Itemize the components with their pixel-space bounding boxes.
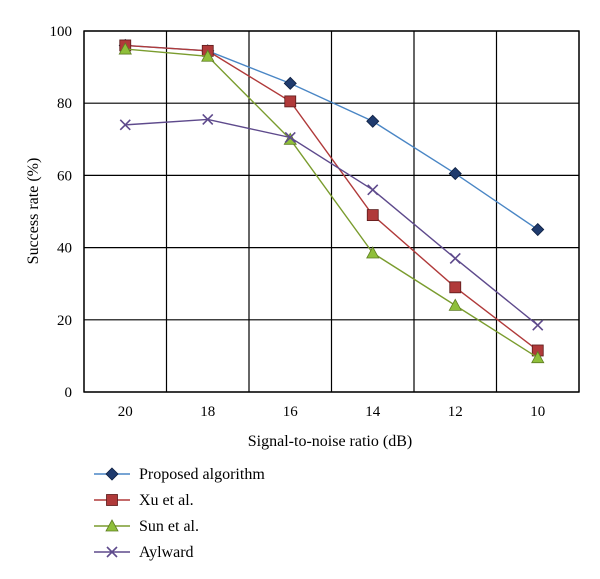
legend-marker: [106, 546, 118, 558]
legend-item: Aylward: [94, 544, 194, 561]
series-line: [125, 118, 539, 326]
x-axis-tick-labels: 20 18 16 14 12 10: [118, 404, 546, 420]
legend-item: Proposed algorithm: [94, 466, 265, 483]
y-tick-label: 40: [57, 241, 72, 257]
x-tick-label: 12: [448, 404, 463, 420]
legend-marker: [106, 494, 118, 506]
data-point: [366, 114, 380, 128]
series-4: [119, 113, 544, 331]
data-point: [118, 42, 132, 55]
x-tick-label: 10: [530, 404, 545, 420]
y-tick-label: 100: [50, 24, 73, 40]
y-tick-label: 80: [57, 96, 72, 112]
y-tick-label: 0: [65, 385, 73, 401]
series-3: [118, 42, 545, 364]
legend-item: Sun et al.: [94, 518, 199, 535]
data-point: [449, 252, 461, 264]
data-point: [449, 281, 462, 294]
legend: Proposed algorithm Xu et al. Sun et al. Ayl…: [94, 466, 265, 561]
y-axis-title: Success rate (%): [25, 158, 42, 265]
data-point: [119, 119, 131, 131]
data-point: [202, 113, 214, 126]
data-point: [448, 167, 462, 181]
x-tick-label: 14: [365, 404, 381, 420]
legend-label: Sun et al.: [139, 518, 199, 535]
data-point: [366, 209, 379, 222]
data-point: [531, 350, 545, 364]
y-tick-label: 60: [57, 168, 72, 184]
series-layer: [118, 38, 545, 364]
series-line: [125, 44, 539, 352]
legend-marker: [105, 467, 119, 481]
data-point: [531, 222, 545, 237]
x-tick-label: 16: [283, 404, 299, 420]
y-tick-label: 20: [57, 313, 72, 329]
plot-area: [83, 30, 580, 393]
legend-label: Aylward: [139, 544, 194, 561]
plot-border: [83, 30, 580, 393]
data-point: [366, 246, 380, 259]
x-tick-label: 20: [118, 404, 133, 420]
data-point: [201, 49, 215, 62]
legend-label: Proposed algorithm: [139, 466, 265, 483]
legend-marker: [105, 519, 119, 532]
series-line: [125, 48, 539, 359]
data-point: [367, 184, 379, 196]
y-axis-tick-labels: 0 20 40 60 80 100: [50, 24, 73, 401]
x-tick-label: 18: [200, 404, 215, 420]
legend-label: Xu et al.: [139, 492, 194, 509]
data-point: [283, 76, 297, 90]
data-point: [532, 319, 544, 331]
data-point: [284, 95, 297, 108]
data-point: [284, 131, 296, 144]
data-point: [448, 298, 462, 311]
legend-item: Xu et al.: [94, 492, 194, 509]
x-axis-title: Signal-to-noise ratio (dB): [248, 433, 412, 450]
